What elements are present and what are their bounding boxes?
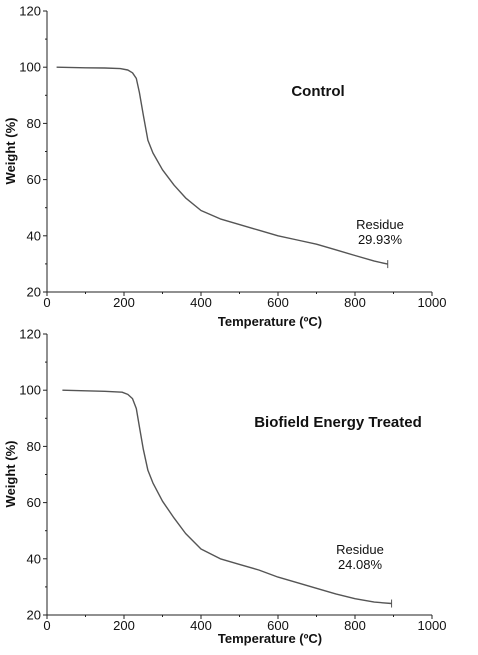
y-axis-title: Weight (%): [3, 118, 18, 185]
x-axis-title: Temperature (ºC): [218, 631, 322, 646]
treated-tga-panel: Biofield Energy Treated Temperature (ºC)…: [3, 327, 446, 647]
x-tick-label: 0: [43, 295, 50, 310]
y-tick-label: 120: [19, 4, 41, 19]
x-tick-label: 800: [344, 295, 366, 310]
x-tick-label: 800: [344, 618, 366, 633]
control-tga-panel: Control Temperature (ºC) Weight (%) Resi…: [3, 4, 446, 330]
residue-value: 24.08%: [338, 557, 383, 572]
y-tick-label: 20: [27, 285, 41, 300]
y-tick-label: 40: [27, 551, 41, 566]
x-tick-label: 1000: [418, 618, 447, 633]
x-tick-label: 400: [190, 295, 212, 310]
y-axis-title: Weight (%): [3, 441, 18, 508]
residue-label: Residue: [356, 217, 404, 232]
x-axis-title: Temperature (ºC): [218, 314, 322, 329]
x-tick-label: 1000: [418, 295, 447, 310]
x-tick-label: 600: [267, 295, 289, 310]
y-tick-label: 60: [27, 172, 41, 187]
y-tick-label: 80: [27, 116, 41, 131]
y-tick-label: 100: [19, 60, 41, 75]
y-tick-label: 120: [19, 327, 41, 342]
residue-label: Residue: [336, 542, 384, 557]
residue-value: 29.93%: [358, 232, 403, 247]
x-tick-label: 0: [43, 618, 50, 633]
x-tick-label: 200: [113, 295, 135, 310]
y-tick-label: 60: [27, 495, 41, 510]
panel-title: Biofield Energy Treated: [254, 414, 422, 431]
tga-curve: [62, 389, 392, 605]
x-tick-label: 600: [267, 618, 289, 633]
y-tick-label: 80: [27, 439, 41, 454]
y-tick-label: 100: [19, 383, 41, 398]
x-tick-label: 200: [113, 618, 135, 633]
x-tick-label: 400: [190, 618, 212, 633]
y-tick-label: 40: [27, 228, 41, 243]
y-tick-label: 20: [27, 608, 41, 623]
tga-curve: [56, 66, 388, 265]
panel-title: Control: [291, 83, 344, 100]
